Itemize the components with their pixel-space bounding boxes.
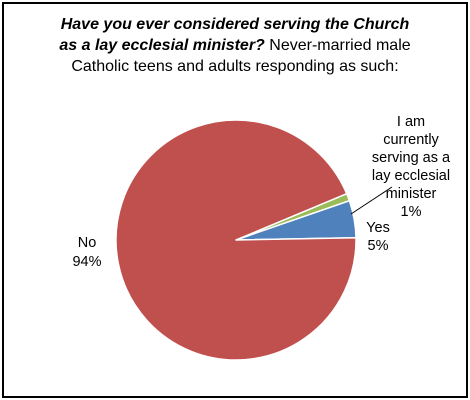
serving-label-line-5: minister (386, 186, 437, 202)
title-question-part-1: Have you ever considered serving the Chu… (60, 16, 410, 33)
title-line-2: as a lay ecclesial minister? Never-marri… (4, 35, 466, 56)
yes-label: Yes 5% (366, 220, 390, 254)
serving-label-line-1: I am (397, 114, 425, 130)
title-line-3: Catholic teens and adults responding as … (4, 56, 466, 77)
title-subtitle-part-2: Catholic teens and adults responding as … (71, 58, 399, 75)
serving-leader-line (350, 186, 393, 215)
serving-label-line-3: serving as a (372, 150, 451, 166)
title-line-1: Have you ever considered serving the Chu… (4, 14, 466, 35)
chart-title: Have you ever considered serving the Chu… (4, 14, 466, 77)
slice-no (115, 119, 357, 361)
no-label-name: No (78, 235, 97, 251)
title-subtitle-part-1: Never-married male (264, 37, 411, 54)
serving-label-line-4: lay ecclesial (372, 168, 450, 184)
no-label: No 94% (72, 235, 101, 270)
yes-label-percent: 5% (368, 238, 389, 254)
yes-label-name: Yes (366, 220, 390, 236)
serving-label: I am currently serving as a lay ecclesia… (372, 114, 451, 220)
pie-slices (115, 119, 357, 361)
serving-label-line-2: currently (383, 132, 439, 148)
serving-label-percent: 1% (401, 204, 422, 220)
no-label-percent: 94% (72, 254, 101, 270)
title-question-part-2: as a lay ecclesial minister? (59, 37, 265, 54)
